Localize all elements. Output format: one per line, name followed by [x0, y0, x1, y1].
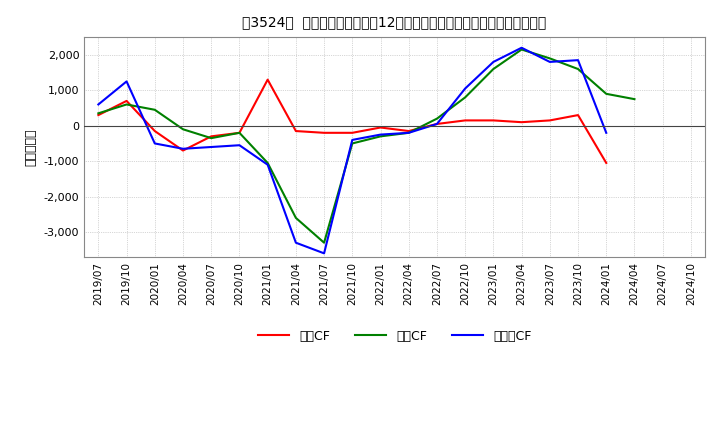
- フリーCF: [348, 137, 356, 143]
- 投資CF: [348, 141, 356, 146]
- 投資CF: [405, 130, 413, 136]
- 投資CF: [376, 134, 384, 139]
- フリーCF: [122, 79, 131, 84]
- 投資CF: [433, 116, 441, 121]
- 営業CF: [320, 130, 328, 136]
- フリーCF: [150, 141, 159, 146]
- 投資CF: [320, 240, 328, 246]
- 投資CF: [546, 56, 554, 61]
- 投資CF: [630, 96, 639, 102]
- フリーCF: [264, 162, 272, 167]
- フリーCF: [574, 58, 582, 63]
- 営業CF: [405, 128, 413, 134]
- フリーCF: [489, 59, 498, 65]
- 営業CF: [235, 130, 244, 136]
- 営業CF: [207, 134, 215, 139]
- フリーCF: [292, 240, 300, 246]
- 投資CF: [602, 91, 611, 96]
- フリーCF: [546, 59, 554, 65]
- 営業CF: [348, 130, 356, 136]
- 営業CF: [461, 118, 469, 123]
- フリーCF: [517, 45, 526, 51]
- 投資CF: [461, 95, 469, 100]
- 営業CF: [546, 118, 554, 123]
- 営業CF: [292, 128, 300, 134]
- 営業CF: [433, 121, 441, 127]
- 投資CF: [179, 127, 187, 132]
- Line: 投資CF: 投資CF: [99, 50, 634, 243]
- フリーCF: [376, 132, 384, 137]
- 投資CF: [122, 102, 131, 107]
- フリーCF: [405, 130, 413, 136]
- フリーCF: [235, 143, 244, 148]
- 投資CF: [235, 130, 244, 136]
- フリーCF: [207, 144, 215, 150]
- 投資CF: [264, 160, 272, 165]
- フリーCF: [179, 146, 187, 151]
- 営業CF: [94, 113, 103, 118]
- Y-axis label: （百万円）: （百万円）: [24, 128, 37, 166]
- Title: ［3524］  キャッシュフローの12か月移動合計の対前年同期増減額の推移: ［3524］ キャッシュフローの12か月移動合計の対前年同期増減額の推移: [243, 15, 546, 29]
- 営業CF: [150, 128, 159, 134]
- フリーCF: [94, 102, 103, 107]
- 営業CF: [517, 120, 526, 125]
- フリーCF: [461, 86, 469, 91]
- 投資CF: [292, 215, 300, 220]
- 営業CF: [122, 98, 131, 103]
- Line: フリーCF: フリーCF: [99, 48, 606, 253]
- フリーCF: [602, 130, 611, 136]
- Line: 営業CF: 営業CF: [99, 80, 606, 163]
- 投資CF: [574, 66, 582, 72]
- Legend: 営業CF, 投資CF, フリーCF: 営業CF, 投資CF, フリーCF: [253, 325, 536, 348]
- 営業CF: [602, 160, 611, 165]
- 投資CF: [94, 111, 103, 116]
- 投資CF: [517, 47, 526, 52]
- 投資CF: [207, 136, 215, 141]
- 営業CF: [376, 125, 384, 130]
- 投資CF: [489, 66, 498, 72]
- フリーCF: [320, 251, 328, 256]
- 投資CF: [150, 107, 159, 112]
- 営業CF: [574, 113, 582, 118]
- フリーCF: [433, 121, 441, 127]
- 営業CF: [489, 118, 498, 123]
- 営業CF: [264, 77, 272, 82]
- 営業CF: [179, 148, 187, 153]
